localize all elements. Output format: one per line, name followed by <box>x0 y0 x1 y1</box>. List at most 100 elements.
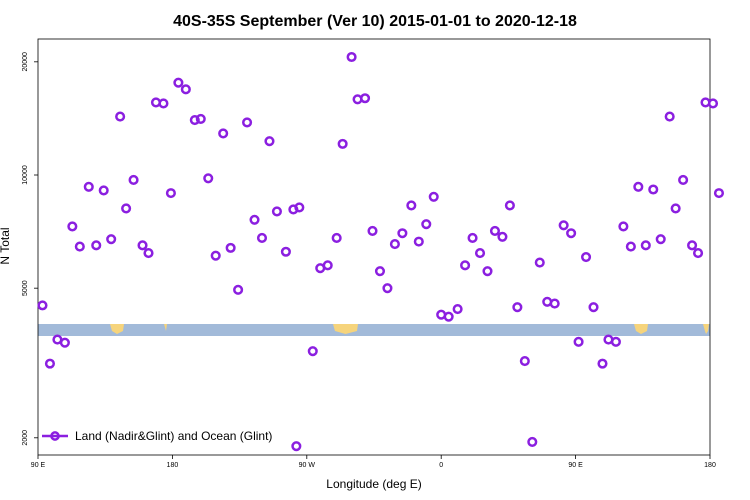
data-point <box>549 298 560 309</box>
y-axis: 2000 5000 10000 20000 <box>22 52 38 446</box>
data-point <box>558 220 569 231</box>
data-points <box>37 51 725 452</box>
data-point <box>346 51 357 63</box>
data-point <box>460 260 471 271</box>
x-tick-label: 90 E <box>568 462 583 469</box>
data-point <box>158 98 169 109</box>
land-mass <box>164 324 167 334</box>
data-point <box>397 228 408 239</box>
data-point <box>625 241 636 252</box>
ocean-band <box>38 324 710 336</box>
land-mass <box>634 324 648 334</box>
data-point <box>452 304 463 315</box>
y-tick-label: 10000 <box>22 165 29 185</box>
data-point <box>474 248 486 259</box>
data-point <box>670 203 681 214</box>
data-point <box>143 248 154 259</box>
data-point <box>67 221 78 232</box>
y-axis-label: N Total <box>0 227 12 264</box>
data-point <box>218 128 229 139</box>
data-point <box>640 240 651 251</box>
data-point <box>307 346 318 357</box>
data-point <box>128 174 139 186</box>
legend-label: Land (Nadir&Glint) and Ocean (Glint) <box>75 429 272 443</box>
plot-frame <box>37 38 711 456</box>
data-point <box>91 240 102 251</box>
data-point <box>264 136 275 147</box>
data-point <box>489 225 501 236</box>
legend: Land (Nadir&Glint) and Ocean (Glint) <box>42 429 272 443</box>
legend-marker <box>50 431 60 441</box>
data-point <box>337 138 348 149</box>
data-point <box>74 241 85 252</box>
land-mass <box>703 324 709 334</box>
chart-title: 40S-35S September (Ver 10) 2015-01-01 to… <box>173 13 577 30</box>
data-point <box>294 202 305 213</box>
data-point <box>467 232 478 244</box>
data-point <box>597 358 608 369</box>
data-point <box>83 181 94 192</box>
data-point <box>249 214 260 225</box>
data-point <box>189 115 200 126</box>
y-tick-label: 20000 <box>22 52 29 72</box>
data-point <box>44 358 55 369</box>
land-mass <box>333 324 358 334</box>
data-point <box>443 311 454 322</box>
data-point <box>413 236 424 247</box>
data-point <box>173 77 184 88</box>
data-point <box>664 111 675 122</box>
data-point <box>618 221 629 232</box>
land-mass <box>110 324 124 334</box>
data-point <box>678 174 689 186</box>
data-point <box>256 232 268 244</box>
data-point <box>566 228 577 239</box>
data-point <box>106 234 117 245</box>
data-point <box>707 98 719 109</box>
data-point <box>519 356 530 367</box>
data-point <box>382 283 393 294</box>
data-point <box>180 84 191 95</box>
data-point <box>482 266 493 277</box>
data-point <box>573 336 584 347</box>
data-point <box>374 266 386 277</box>
data-point <box>37 300 48 311</box>
data-point <box>165 188 176 199</box>
data-point <box>271 206 282 217</box>
data-point <box>203 173 214 184</box>
data-point <box>497 231 508 242</box>
data-point <box>322 260 333 271</box>
y-tick-label: 5000 <box>22 280 29 296</box>
x-tick-label: 90 W <box>299 462 316 469</box>
data-point <box>610 336 621 347</box>
data-point <box>633 181 644 192</box>
data-point <box>331 232 342 244</box>
x-tick-label: 90 E <box>31 462 46 469</box>
data-point <box>195 113 206 124</box>
data-point <box>693 248 704 259</box>
data-point <box>527 436 538 447</box>
x-tick-label: 180 <box>704 462 716 469</box>
data-point <box>137 240 148 251</box>
data-point <box>389 239 400 250</box>
x-tick-label: 0 <box>439 462 443 469</box>
data-point <box>233 284 244 295</box>
data-point <box>581 252 592 263</box>
data-point <box>359 93 371 104</box>
x-axis-label: Longitude (deg E) <box>326 477 421 491</box>
data-point <box>687 240 698 251</box>
data-point <box>406 200 417 211</box>
data-point <box>648 184 659 195</box>
data-point <box>115 111 126 122</box>
data-point <box>242 117 253 128</box>
data-point <box>367 225 378 236</box>
data-point <box>655 234 666 245</box>
data-point <box>59 337 70 348</box>
data-point <box>291 441 302 452</box>
data-point <box>534 257 545 268</box>
map-strip <box>38 324 710 336</box>
data-point <box>98 185 109 196</box>
data-point <box>428 191 439 202</box>
data-point <box>225 242 236 253</box>
y-tick-label: 2000 <box>22 430 29 446</box>
